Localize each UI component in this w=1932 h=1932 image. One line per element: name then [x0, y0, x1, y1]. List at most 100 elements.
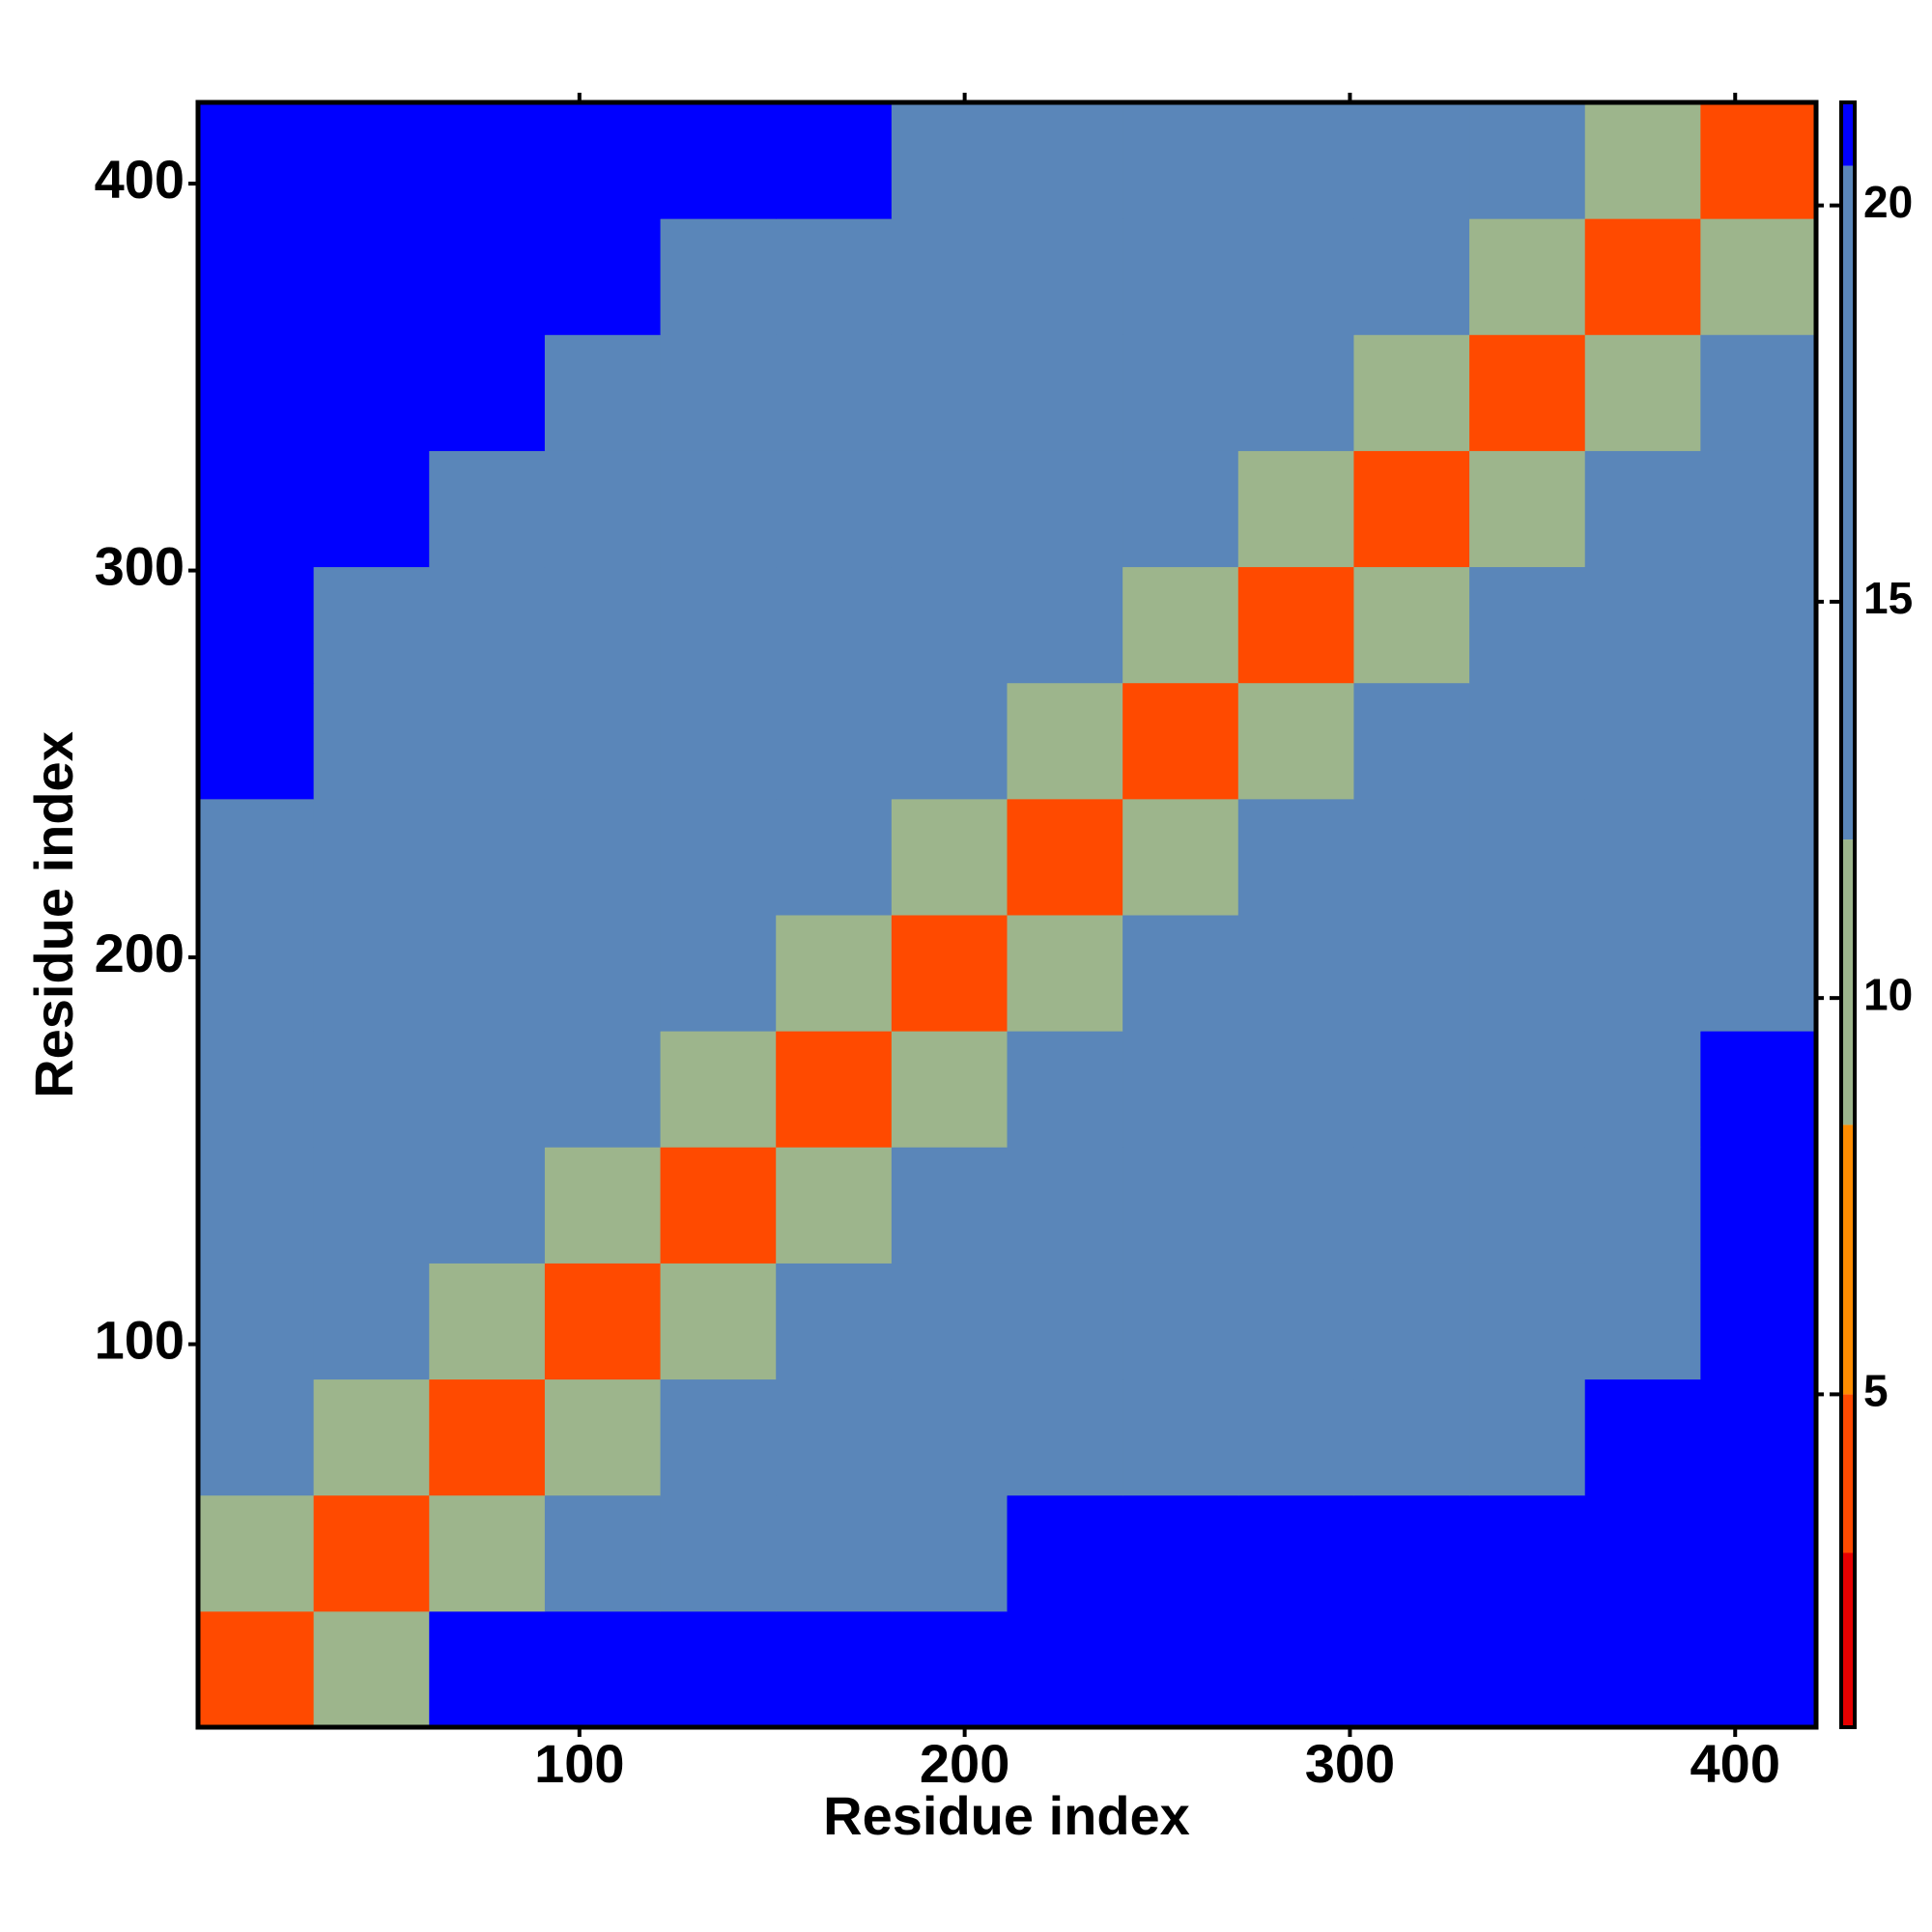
heatmap-cell: [660, 1263, 777, 1380]
heatmap-cell: [198, 1147, 315, 1264]
heatmap-cell: [1122, 102, 1239, 219]
heatmap-cell: [1469, 1610, 1586, 1728]
heatmap-cell: [429, 566, 546, 684]
heatmap-cell: [1122, 1031, 1239, 1148]
heatmap-cell: [429, 334, 546, 451]
colorbar-band: [1841, 1552, 1855, 1727]
heatmap-cell: [198, 1031, 315, 1148]
heatmap-cell: [1700, 798, 1817, 916]
heatmap-cell: [429, 1378, 546, 1496]
heatmap-cell: [198, 682, 315, 800]
heatmap-cell: [776, 218, 893, 335]
heatmap-cell: [544, 1610, 662, 1728]
heatmap-cell: [313, 1031, 430, 1148]
heatmap-cell: [1584, 1378, 1701, 1496]
heatmap-cell: [429, 915, 546, 1032]
heatmap-cell: [660, 450, 777, 568]
heatmap-cell: [1122, 1378, 1239, 1496]
heatmap-cell: [1122, 1494, 1239, 1612]
heatmap-cell: [429, 102, 546, 219]
heatmap-cell: [1353, 1378, 1470, 1496]
heatmap-cell: [1353, 1147, 1470, 1264]
colorbar-tick-label: 15: [1863, 573, 1913, 623]
heatmap-cell: [1584, 566, 1701, 684]
heatmap-cell: [891, 1263, 1008, 1380]
heatmap-cell: [313, 1378, 430, 1496]
heatmap-cell: [1584, 334, 1701, 451]
heatmap-cell: [891, 334, 1008, 451]
x-tick-label: 300: [1305, 1733, 1395, 1794]
heatmap-cell: [198, 218, 315, 335]
heatmap-cell: [1122, 566, 1239, 684]
y-axis-label: Residue index: [23, 731, 84, 1098]
heatmap-cell: [1700, 1147, 1817, 1264]
heatmap-cell: [544, 1263, 662, 1380]
heatmap-cell: [1700, 1031, 1817, 1148]
heatmap-cell: [1584, 1263, 1701, 1380]
heatmap-cell: [1237, 334, 1354, 451]
heatmap-cell: [776, 102, 893, 219]
heatmap-cell: [198, 102, 315, 219]
heatmap-cell: [776, 915, 893, 1032]
heatmap-cell: [1122, 218, 1239, 335]
heatmap-cell: [1584, 915, 1701, 1032]
heatmap-cell: [660, 1494, 777, 1612]
heatmap-cell: [1237, 450, 1354, 568]
heatmap-cell: [660, 1378, 777, 1496]
heatmap-cell: [660, 102, 777, 219]
heatmap-cell: [1353, 1263, 1470, 1380]
heatmap-cell: [1469, 1031, 1586, 1148]
heatmap-cell: [198, 450, 315, 568]
heatmap-cell: [544, 450, 662, 568]
plot-frame: [195, 99, 1819, 1730]
heatmap-cell: [1122, 334, 1239, 451]
heatmap-cell: [1237, 682, 1354, 800]
heatmap-cell: [429, 1494, 546, 1612]
heatmap-cell: [1237, 1610, 1354, 1728]
heatmap-cell: [1237, 1378, 1354, 1496]
heatmap-cell: [544, 798, 662, 916]
heatmap-cell: [544, 1031, 662, 1148]
heatmap-cell: [313, 218, 430, 335]
heatmap-cell: [1469, 915, 1586, 1032]
heatmap-cell: [1122, 1610, 1239, 1728]
heatmap-cell: [1353, 218, 1470, 335]
heatmap-cell: [776, 334, 893, 451]
heatmap-cell: [1584, 1610, 1701, 1728]
heatmap-cell: [313, 915, 430, 1032]
heatmap-cell: [313, 1147, 430, 1264]
heatmap-cell: [660, 915, 777, 1032]
heatmap-cell: [891, 682, 1008, 800]
heatmap-cell: [429, 1263, 546, 1380]
heatmap-cell: [1469, 1494, 1586, 1612]
heatmap-cell: [1353, 102, 1470, 219]
heatmap-cell: [1469, 102, 1586, 219]
heatmap-cell: [1700, 1263, 1817, 1380]
heatmap-cell: [429, 1147, 546, 1264]
heatmap-cell: [891, 1378, 1008, 1496]
heatmap-cell: [660, 682, 777, 800]
heatmap-cell: [1007, 798, 1123, 916]
heatmap-cell: [198, 1494, 315, 1612]
heatmap-cell: [1007, 1610, 1123, 1728]
heatmap-cell: [1007, 682, 1123, 800]
heatmap-cell: [1584, 682, 1701, 800]
heatmap-cell: [1469, 1263, 1586, 1380]
heatmap-cell: [1007, 334, 1123, 451]
heatmap-cell: [776, 1610, 893, 1728]
heatmap-cell: [313, 1494, 430, 1612]
heatmap-cell: [544, 1378, 662, 1496]
heatmap-cell: [1237, 798, 1354, 916]
heatmap-cell: [1584, 1494, 1701, 1612]
heatmap-cell: [1237, 1494, 1354, 1612]
heatmap-cell: [544, 334, 662, 451]
heatmap-cell: [1700, 1610, 1817, 1728]
heatmap-cell: [1584, 1031, 1701, 1148]
heatmap-cell: [313, 450, 430, 568]
heatmap-cell: [776, 798, 893, 916]
heatmap-cell: [198, 1378, 315, 1496]
heatmap-cell: [1469, 1378, 1586, 1496]
heatmap-cell: [776, 1494, 893, 1612]
heatmap-cell: [891, 1610, 1008, 1728]
